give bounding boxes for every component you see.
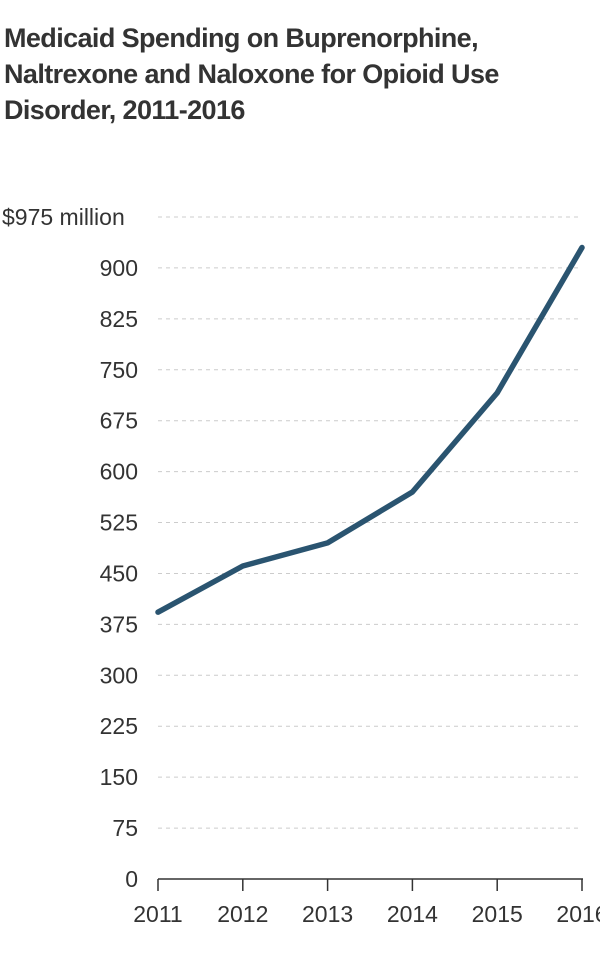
y-tick-label: 225: [100, 713, 138, 739]
chart-title-line-2: Naltrexone and Naloxone for Opioid Use: [4, 59, 499, 89]
y-axis-tick-labels: 0 75 150 225 300 375 450 525 600 675 750 825 900 $975…: [2, 204, 138, 892]
y-tick-label: $975 million: [2, 204, 125, 230]
y-tick-label: 300: [100, 662, 138, 688]
y-tick-label: 375: [100, 611, 138, 637]
x-tick-label: 2011: [133, 901, 182, 927]
gridlines: [158, 216, 582, 829]
chart-title-line-3: Disorder, 2011-2016: [4, 95, 245, 125]
x-tick-label: 2014: [387, 901, 438, 927]
x-tick-label: 2012: [217, 901, 268, 927]
series-line: [155, 244, 585, 615]
y-tick-label: 600: [100, 459, 138, 485]
y-tick-label: 675: [100, 408, 138, 434]
x-axis: 2011 2012 2013 2014 2015 2016: [133, 878, 600, 927]
y-tick-label: 825: [100, 306, 138, 332]
series-layer: [155, 244, 585, 615]
y-tick-label: 75: [112, 815, 138, 841]
y-tick-label: 900: [100, 255, 138, 281]
x-tick-label: 2015: [472, 901, 523, 927]
x-tick-label: 2016: [556, 901, 600, 927]
chart-title-line-1: Medicaid Spending on Buprenorphine,: [4, 23, 479, 53]
y-tick-label: 450: [100, 560, 138, 586]
y-tick-label: 525: [100, 510, 138, 536]
chart-title: Medicaid Spending on Buprenorphine, Nalt…: [4, 20, 584, 128]
y-tick-label: 0: [125, 866, 138, 892]
y-tick-label: 150: [100, 764, 138, 790]
y-tick-label: 750: [100, 357, 138, 383]
x-tick-label: 2013: [302, 901, 353, 927]
